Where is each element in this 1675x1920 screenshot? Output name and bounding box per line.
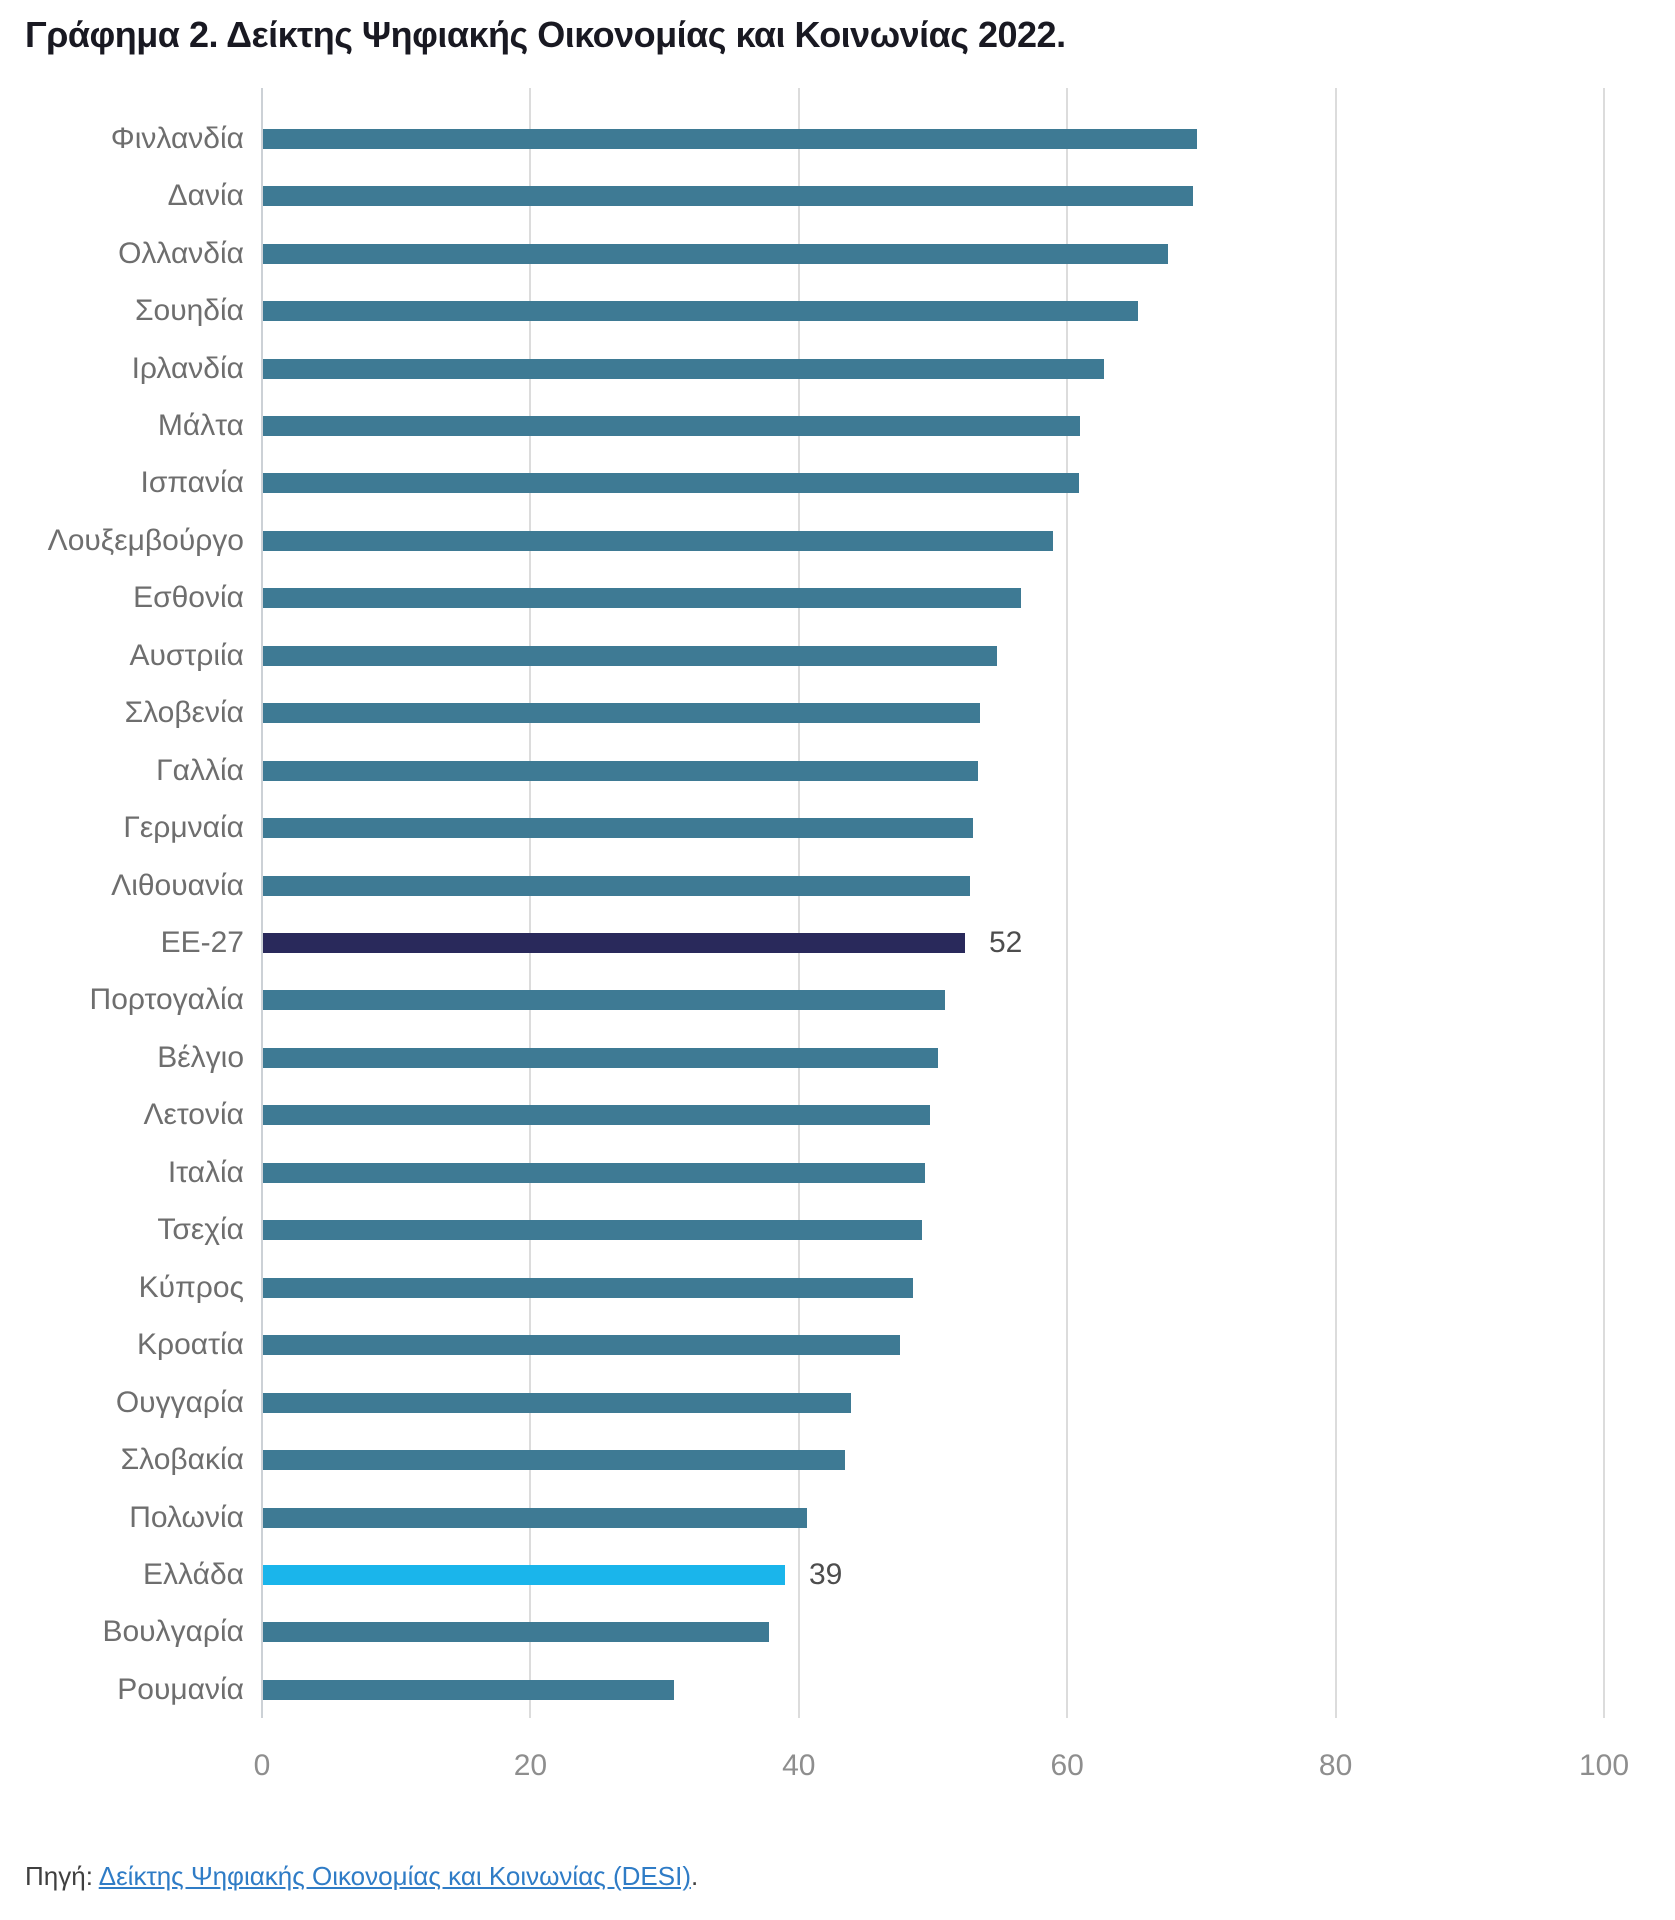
chart-title: Γράφημα 2. Δείκτης Ψηφιακής Οικονομίας κ… <box>25 14 1066 55</box>
bar <box>263 473 1079 493</box>
category-label: Ουγγαρία <box>115 1386 244 1419</box>
category-label: Φινλανδία <box>110 122 244 155</box>
category-label: Ρουμανία <box>117 1673 244 1706</box>
bar <box>263 1220 922 1240</box>
bar <box>263 588 1021 608</box>
gridline <box>797 88 800 1718</box>
x-axis-tick-label: 60 <box>1050 1749 1084 1782</box>
bar-eu27 <box>263 933 965 953</box>
bar <box>263 416 1080 436</box>
category-label: Πορτογαλία <box>89 983 244 1016</box>
x-axis-tick-label: 100 <box>1578 1749 1630 1782</box>
bar <box>263 1680 674 1700</box>
category-label: ΕΕ-27 <box>160 926 244 959</box>
x-axis-tick-label: 80 <box>1318 1749 1353 1782</box>
category-label: Λετονία <box>143 1098 244 1131</box>
category-label: Γαλλία <box>156 754 244 787</box>
gridline <box>1066 88 1069 1718</box>
x-axis-tick-label: 0 <box>253 1749 271 1782</box>
gridline <box>1334 88 1337 1718</box>
category-label: Κύπρος <box>138 1271 244 1304</box>
bar <box>263 1105 930 1125</box>
category-label: Σουηδία <box>134 294 244 327</box>
category-label: Ιρλανδία <box>131 352 244 385</box>
x-axis-tick-label: 20 <box>513 1749 548 1782</box>
bar <box>263 1163 925 1183</box>
bar <box>263 531 1053 551</box>
category-label: Λιθουανία <box>111 869 244 902</box>
category-label: Σλοβενία <box>124 696 244 729</box>
bar <box>263 646 997 666</box>
source-prefix: Πηγή: <box>25 1861 93 1891</box>
bar <box>263 1278 913 1298</box>
bar-greece <box>263 1565 785 1585</box>
y-axis-zero-line <box>261 88 263 1718</box>
category-label: Ιταλία <box>167 1156 244 1189</box>
category-label: Βέλγιο <box>157 1041 244 1074</box>
bar <box>263 129 1197 149</box>
category-label: Λουξεμβούργο <box>47 524 244 557</box>
category-label: Ισπανία <box>140 466 244 499</box>
source-suffix: . <box>690 1861 699 1891</box>
category-label: Βουλγαρία <box>102 1615 244 1648</box>
category-label: Μάλτα <box>157 409 244 442</box>
bar <box>263 359 1104 379</box>
bar <box>263 761 978 781</box>
bar <box>263 186 1193 206</box>
bar-value-label: 39 <box>809 1558 843 1591</box>
category-label: Τσεχία <box>157 1213 244 1246</box>
bar <box>263 1048 938 1068</box>
category-label: Πολωνία <box>129 1501 244 1534</box>
gridline <box>529 88 532 1718</box>
bar <box>263 244 1168 264</box>
source-note: Πηγή: Δείκτης Ψηφιακής Οικονομίας και Κο… <box>25 1856 698 1896</box>
x-axis-tick-label: 40 <box>782 1749 816 1782</box>
category-label: Δανία <box>167 179 244 212</box>
gridline <box>1603 88 1605 1718</box>
bar <box>263 1622 769 1642</box>
bar <box>263 1450 845 1470</box>
bar <box>263 1508 807 1528</box>
category-label: Κροατία <box>137 1328 244 1361</box>
category-label: Εσθονία <box>133 581 244 614</box>
category-label: Ελλάδα <box>143 1558 244 1591</box>
plot-area <box>261 88 1605 1718</box>
bar <box>263 703 980 723</box>
source-link[interactable]: Δείκτης Ψηφιακής Οικονομίας και Κοινωνία… <box>98 1861 691 1891</box>
category-label: Ολλανδία <box>118 237 244 270</box>
bar <box>263 301 1138 321</box>
bar <box>263 990 945 1010</box>
bar-value-label: 52 <box>989 926 1023 959</box>
bar <box>263 876 970 896</box>
bar <box>263 1335 900 1355</box>
bar <box>263 1393 851 1413</box>
category-label: Γερμναία <box>123 811 244 844</box>
bar <box>263 818 973 838</box>
category-label: Σλοβακία <box>120 1443 244 1476</box>
category-label: Αυστριία <box>129 639 244 672</box>
